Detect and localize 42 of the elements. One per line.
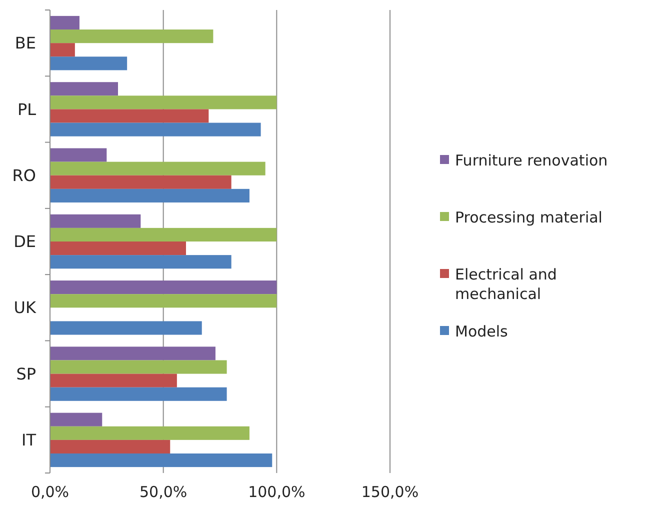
bar xyxy=(50,43,75,57)
bar xyxy=(50,175,232,189)
y-tick-label: DE xyxy=(14,232,36,252)
y-tick-label: UK xyxy=(14,298,37,318)
bar xyxy=(50,122,261,136)
bar xyxy=(50,242,186,256)
legend-label: Electrical and mechanical xyxy=(455,265,557,303)
bar xyxy=(50,453,272,468)
bar xyxy=(50,56,128,70)
y-tick-label: RO xyxy=(12,166,36,185)
bar xyxy=(50,321,202,335)
bar xyxy=(50,374,177,388)
y-tick-label: BE xyxy=(14,34,36,53)
bar xyxy=(50,109,209,123)
bar xyxy=(50,255,232,269)
bar xyxy=(50,188,250,202)
bar xyxy=(50,82,118,96)
x-tick-label: 150,0% xyxy=(361,483,419,501)
bar xyxy=(50,294,277,308)
bar xyxy=(50,426,250,440)
bar xyxy=(50,214,141,228)
x-tick-label: 50,0% xyxy=(140,483,188,501)
y-tick-label: SP xyxy=(16,364,36,384)
legend-label: Processing material xyxy=(455,208,602,226)
bar xyxy=(50,148,107,162)
bar xyxy=(50,162,266,176)
bar xyxy=(50,30,214,44)
bar xyxy=(50,228,277,242)
bar xyxy=(50,387,227,401)
legend-label: Furniture renovation xyxy=(455,151,608,170)
y-tick-label: PL xyxy=(17,100,36,119)
bar xyxy=(50,280,277,294)
legend-label: Models xyxy=(455,322,508,340)
bar xyxy=(50,360,227,374)
x-tick-label: 100,0% xyxy=(248,483,306,501)
y-tick-label: IT xyxy=(22,430,36,450)
bar xyxy=(50,16,80,30)
bar xyxy=(50,440,170,454)
bar xyxy=(50,346,216,360)
bar xyxy=(50,412,102,426)
x-tick-label: 0,0% xyxy=(30,483,70,501)
bar xyxy=(50,96,277,110)
